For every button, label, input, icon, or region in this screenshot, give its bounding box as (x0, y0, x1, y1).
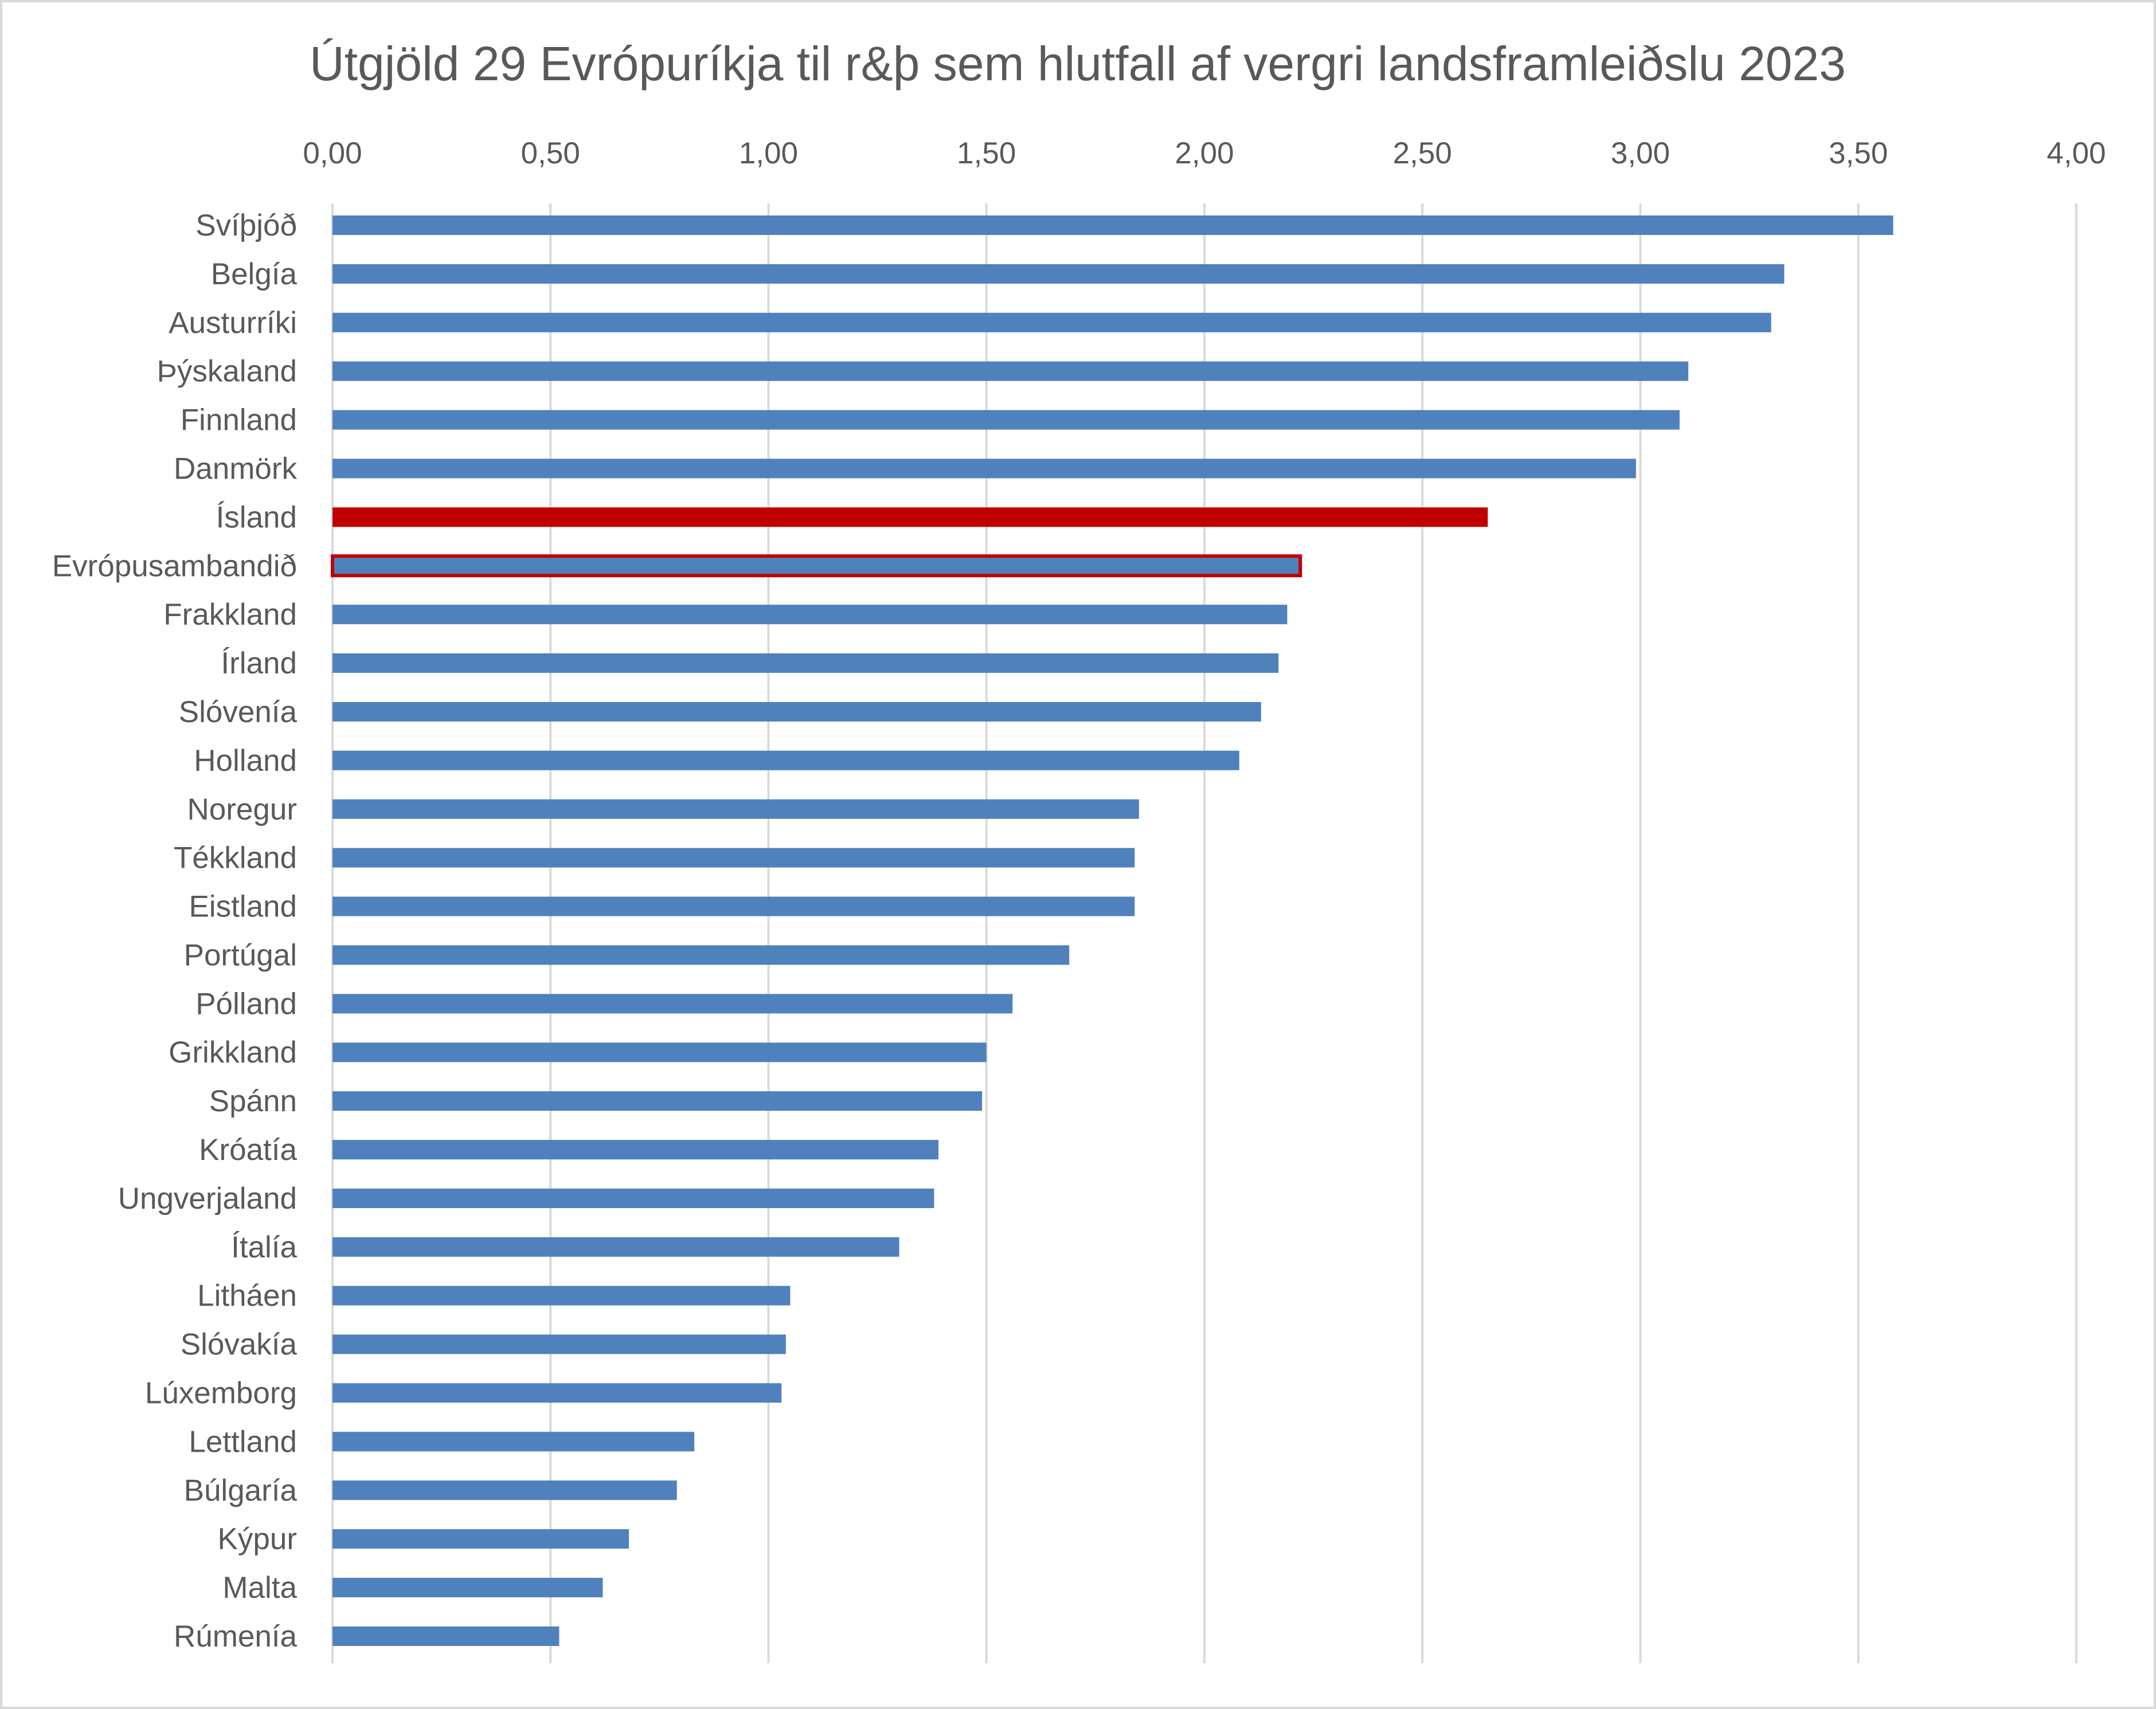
bar-Eistland (332, 896, 1135, 916)
category-label: Eistland (189, 890, 297, 924)
bar-Ítalía (332, 1237, 899, 1257)
category-label: Tékkland (174, 841, 297, 875)
x-tick-label: 1,50 (957, 136, 1016, 170)
bar-Lúxemborg (332, 1383, 782, 1403)
x-tick-label: 2,00 (1175, 136, 1234, 170)
category-label: Ísland (216, 500, 297, 534)
category-label: Rúmenía (174, 1620, 298, 1653)
bar-Grikkland (332, 1042, 987, 1063)
category-label: Frakkland (163, 598, 297, 632)
category-label: Noregur (187, 793, 297, 826)
bar-Búlgaría (332, 1480, 677, 1500)
category-label: Danmörk (174, 452, 298, 485)
category-label: Króatía (199, 1133, 297, 1167)
category-label: Finnland (181, 403, 297, 437)
category-label: Evrópusambandið (52, 549, 297, 583)
category-label: Malta (222, 1571, 297, 1605)
bar-Slóvenía (332, 701, 1261, 722)
bar-Holland (332, 750, 1239, 770)
bar-Ungverjaland (332, 1188, 934, 1208)
bar-Austurríki (332, 312, 1771, 332)
chart-title: Útgjöld 29 Evrópuríkja til r&þ sem hlutf… (310, 37, 1846, 91)
x-tick-label: 3,50 (1829, 136, 1888, 170)
bar-Írland (332, 653, 1279, 673)
x-tick-label: 3,00 (1611, 136, 1670, 170)
bar-Spánn (332, 1091, 983, 1111)
bar-Evrópusambandið (331, 554, 1302, 578)
bar-Finnland (332, 410, 1680, 430)
bar-Danmörk (332, 458, 1636, 479)
x-tick-label: 0,50 (521, 136, 580, 170)
category-label: Litháen (197, 1279, 297, 1313)
category-label: Holland (194, 744, 297, 778)
category-label: Ítalía (231, 1230, 297, 1264)
category-label: Portúgal (184, 938, 297, 972)
category-label: Slóvakía (181, 1328, 298, 1362)
bar-Belgía (332, 264, 1785, 284)
bar-Rúmenía (332, 1626, 559, 1646)
x-tick-label: 0,00 (303, 136, 362, 170)
bar-Lettland (332, 1432, 695, 1452)
category-label: Pólland (195, 987, 297, 1021)
bar-Króatía (332, 1140, 939, 1160)
bar-Pólland (332, 994, 1013, 1014)
bar-Malta (332, 1578, 603, 1598)
bar-Ísland (332, 507, 1488, 527)
category-label: Grikkland (169, 1036, 297, 1069)
bar-Kýpur (332, 1529, 629, 1549)
bar-Slóvakía (332, 1334, 786, 1354)
bar-Frakkland (332, 605, 1288, 625)
category-label: Lúxemborg (145, 1377, 297, 1410)
bar-Tékkland (332, 848, 1135, 868)
bar-Litháen (332, 1285, 791, 1306)
category-label: Írland (221, 646, 297, 680)
x-tick-label: 4,00 (2047, 136, 2106, 170)
x-tick-label: 2,50 (1393, 136, 1452, 170)
category-label: Þýskaland (156, 355, 297, 389)
bar-Noregur (332, 799, 1139, 819)
category-label: Slóvenía (179, 695, 298, 729)
category-label: Kýpur (218, 1522, 297, 1556)
bar-Portúgal (332, 945, 1070, 965)
category-label: Belgía (211, 257, 298, 291)
bar-Þýskaland (332, 361, 1689, 381)
category-label: Ungverjaland (118, 1182, 297, 1216)
category-label: Búlgaría (184, 1473, 298, 1507)
category-label: Lettland (189, 1425, 297, 1459)
bar-Svíþjóð (332, 215, 1893, 235)
x-tick-label: 1,00 (739, 136, 798, 170)
category-label: Spánn (209, 1084, 297, 1118)
category-label: Svíþjóð (195, 209, 297, 242)
category-label: Austurríki (169, 306, 297, 340)
